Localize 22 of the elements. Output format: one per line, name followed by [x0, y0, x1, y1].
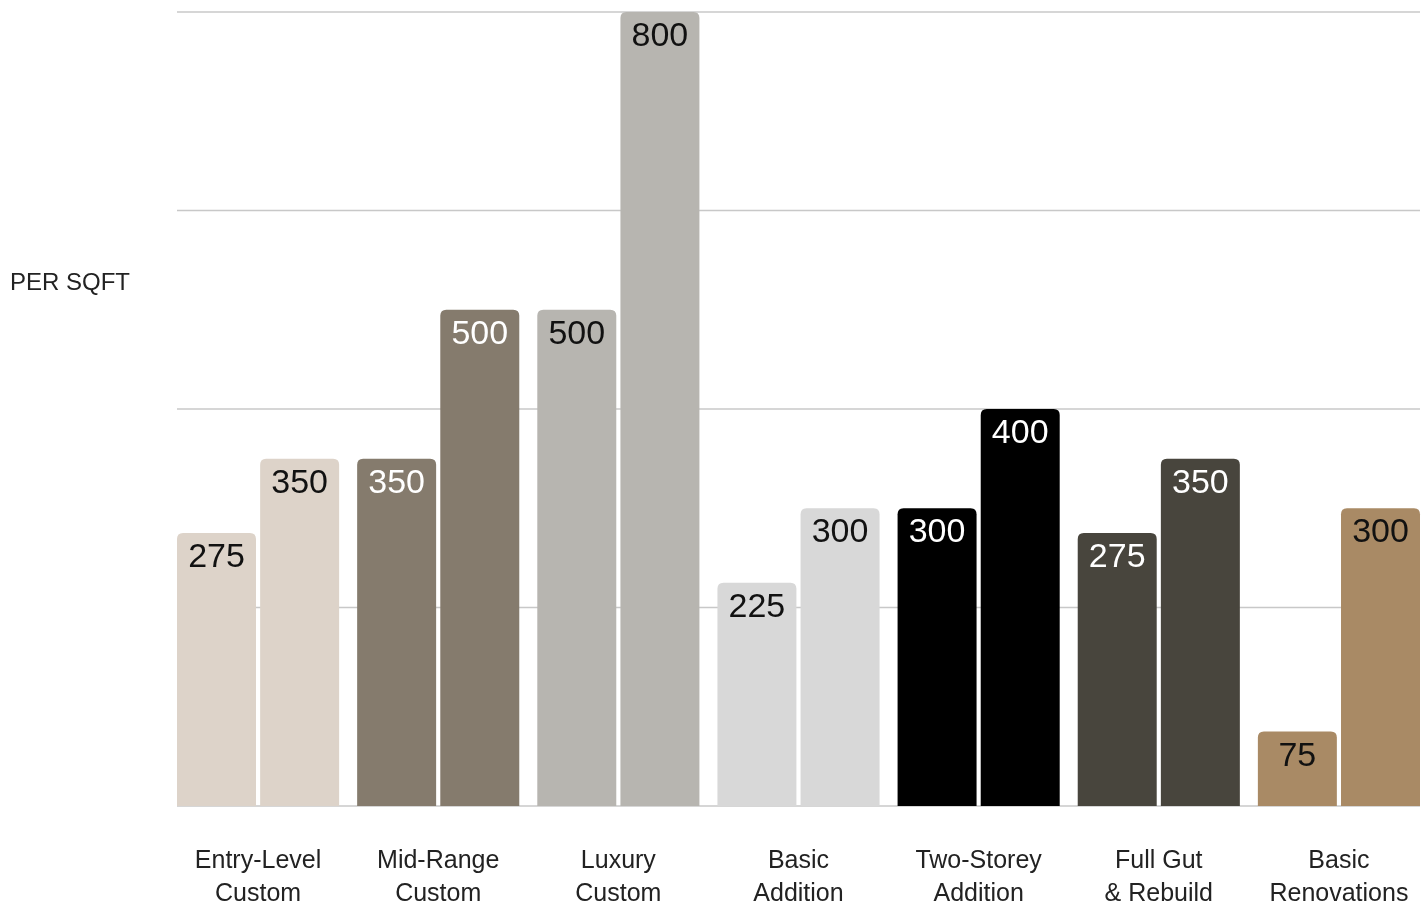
x-tick-label: Basic Addition — [753, 845, 844, 904]
x-tick-label: Full Gut & Rebuild — [1104, 845, 1213, 904]
data-label: 350 — [271, 461, 328, 500]
data-label: 75 — [1278, 734, 1317, 773]
data-label: 275 — [1088, 536, 1146, 575]
data-label: 400 — [991, 412, 1049, 450]
data-label: 350 — [368, 461, 426, 500]
data-label: 800 — [631, 15, 689, 53]
data-label: 300 — [811, 511, 869, 550]
y-axis-title: PER SQFT — [10, 268, 131, 295]
data-label: 300 — [908, 511, 966, 550]
data-label: 500 — [548, 312, 606, 351]
data-label: 275 — [188, 536, 245, 575]
data-label: 350 — [1171, 461, 1229, 500]
data-label: 300 — [1352, 511, 1409, 550]
x-tick-label: Entry-Level Custom — [194, 845, 322, 904]
data-label: 500 — [451, 312, 509, 351]
x-tick-label: Luxury Custom — [575, 845, 662, 904]
x-tick-label: Basic Renovations — [1269, 845, 1409, 904]
x-tick-label: Two-Storey Addition — [915, 845, 1043, 904]
x-tick-label: Mid-Range Custom — [377, 845, 500, 904]
data-label: 225 — [728, 585, 786, 624]
